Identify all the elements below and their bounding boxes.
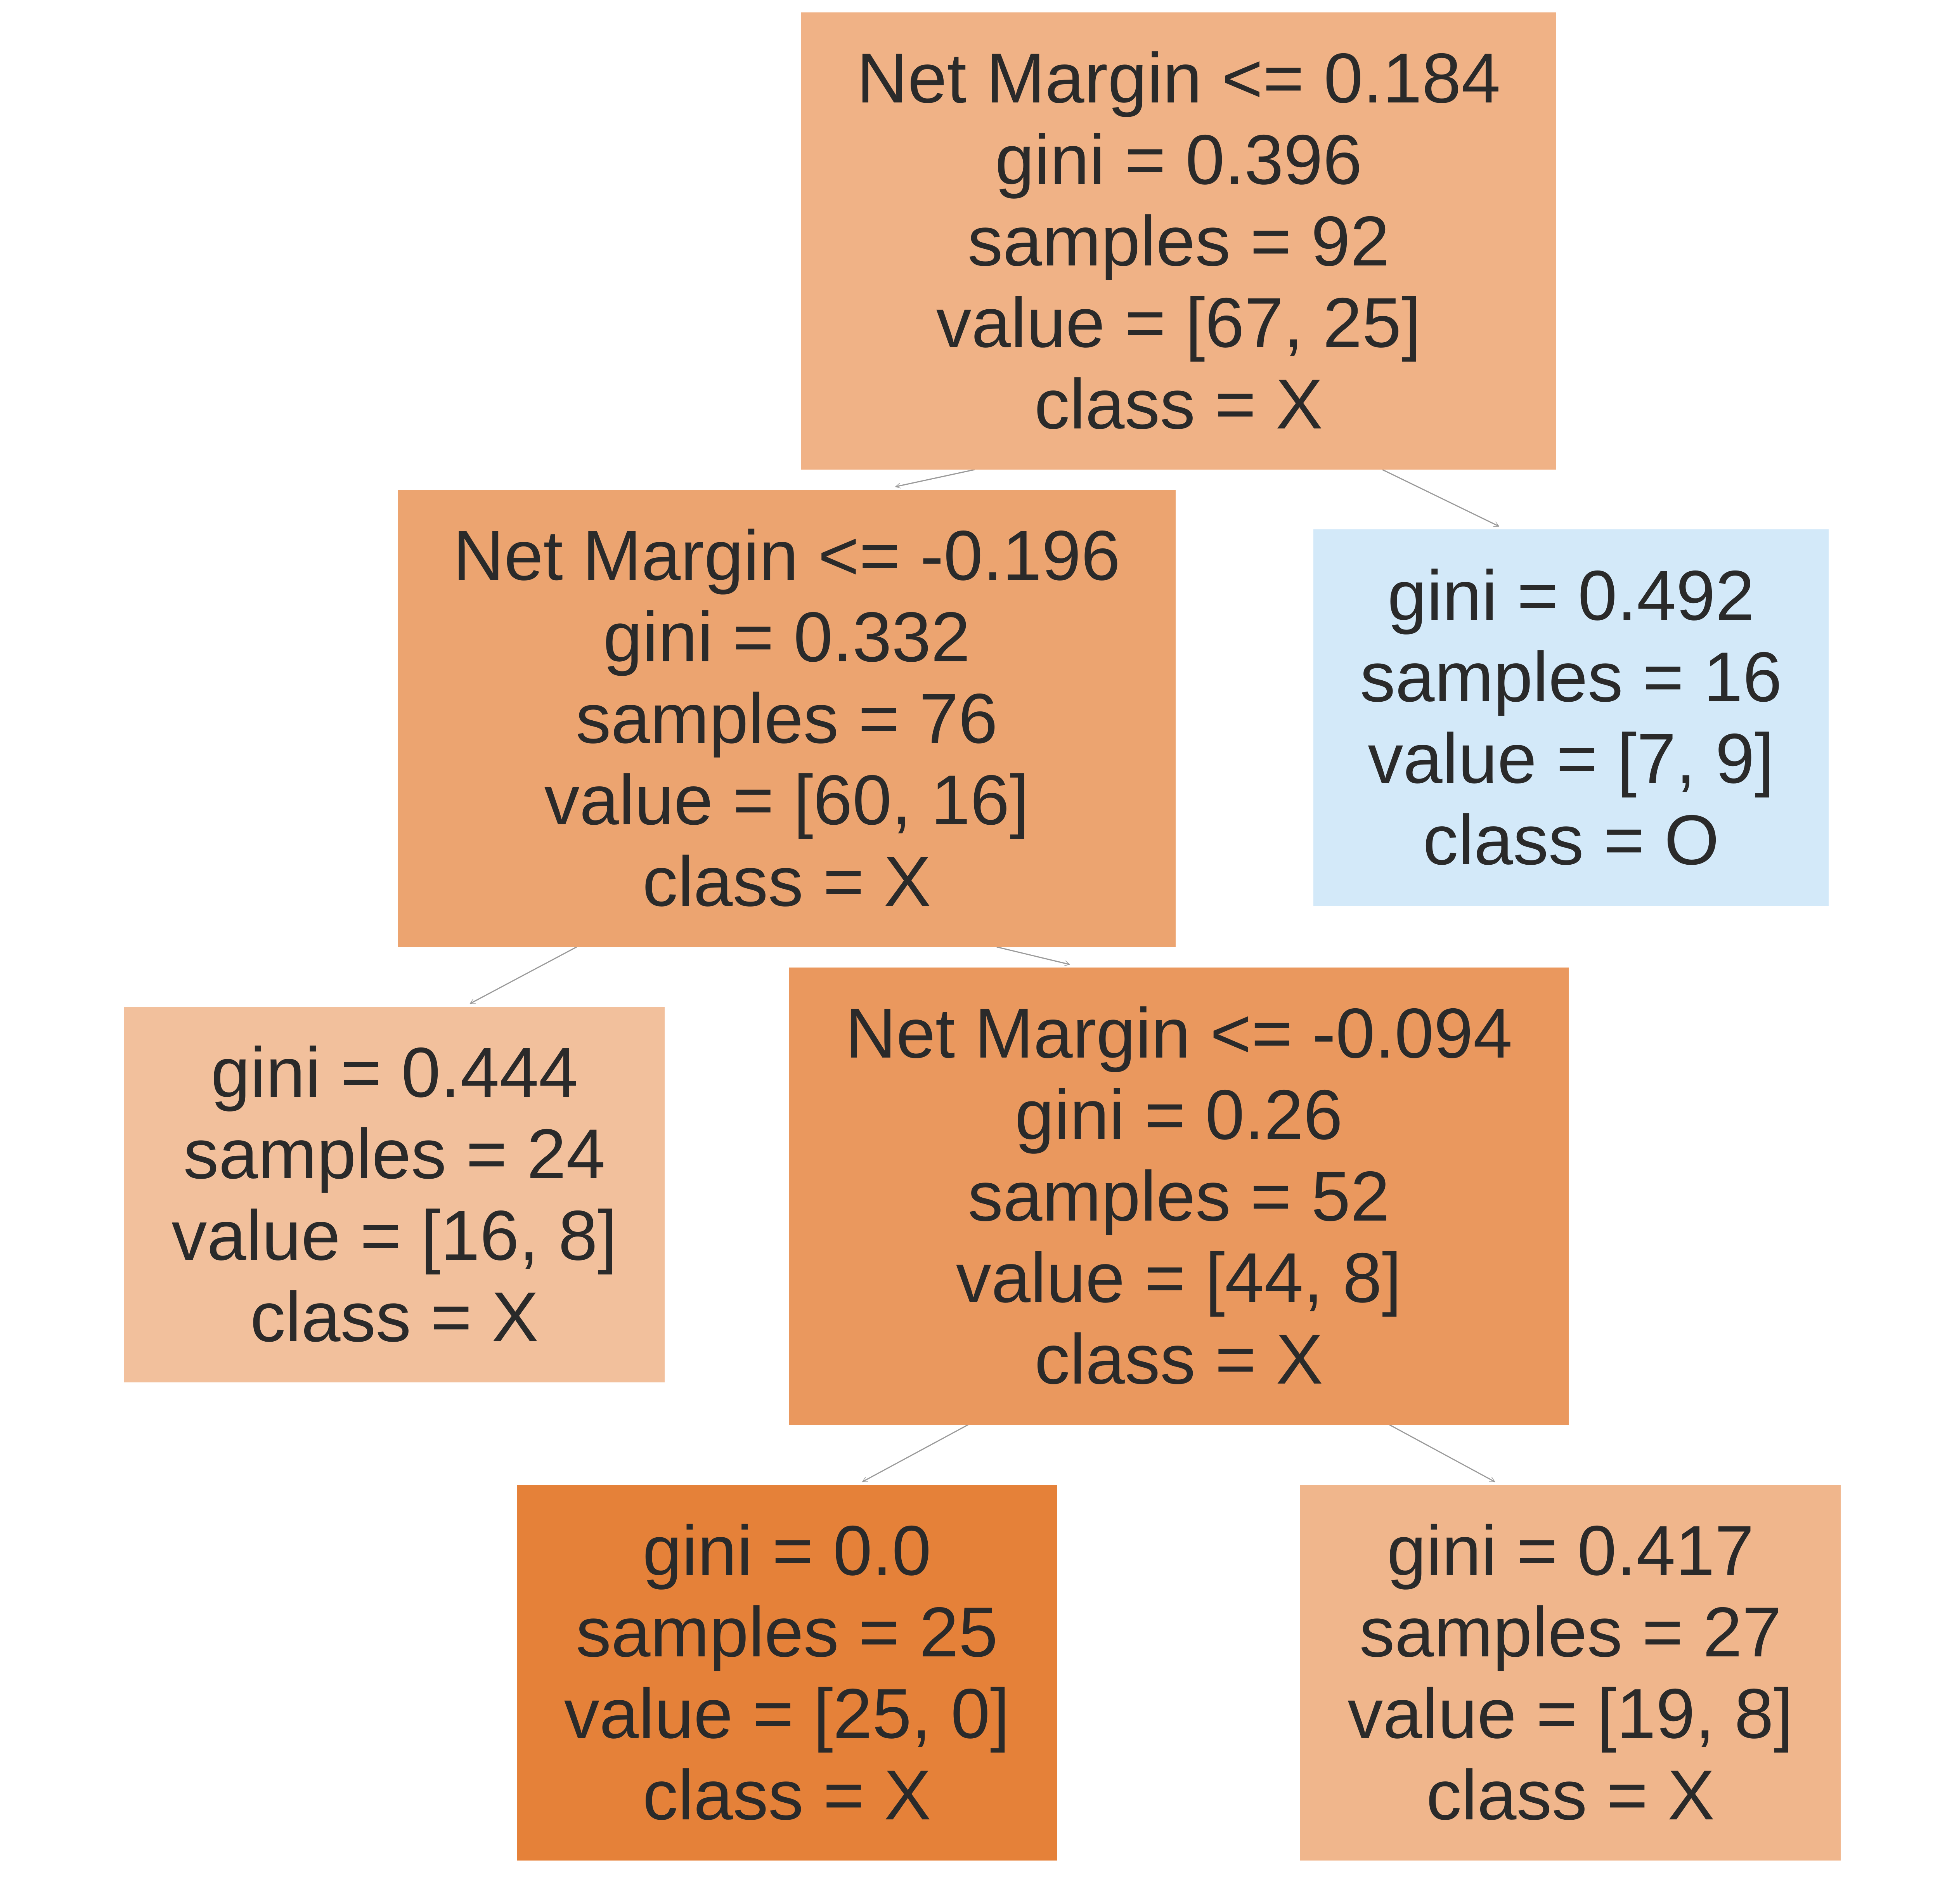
tree-edge-n0-n1 <box>896 469 975 487</box>
node-value: value = [25, 0] <box>564 1674 1010 1753</box>
node-class: class = X <box>642 842 931 921</box>
node-samples: samples = 92 <box>967 201 1390 281</box>
node-class: class = O <box>1423 800 1719 879</box>
node-gini: gini = 0.492 <box>1387 556 1755 635</box>
tree-edge-n3-n5 <box>1389 1424 1495 1483</box>
node-samples: samples = 27 <box>1359 1592 1782 1672</box>
node-gini: gini = 0.396 <box>995 120 1362 199</box>
tree-node-right-leaf: gini = 0.492 samples = 16 value = [7, 9]… <box>1313 529 1829 906</box>
node-split-rule: Net Margin <= -0.196 <box>453 516 1121 595</box>
tree-node-mixed-leaf: gini = 0.417 samples = 27 value = [19, 8… <box>1300 1485 1841 1861</box>
node-gini: gini = 0.417 <box>1387 1511 1754 1590</box>
tree-edge-n1-n3 <box>996 946 1070 964</box>
node-class: class = X <box>1034 364 1323 444</box>
node-samples: samples = 16 <box>1360 637 1782 716</box>
tree-node-root: Net Margin <= 0.184 gini = 0.396 samples… <box>801 12 1556 470</box>
tree-node-left: Net Margin <= -0.196 gini = 0.332 sample… <box>398 490 1176 947</box>
node-value: value = [60, 16] <box>544 760 1029 839</box>
node-gini: gini = 0.0 <box>643 1511 931 1590</box>
node-samples: samples = 52 <box>968 1157 1390 1236</box>
tree-edge-n3-n4 <box>863 1424 969 1483</box>
tree-node-left-right: Net Margin <= -0.094 gini = 0.26 samples… <box>789 968 1569 1425</box>
node-samples: samples = 76 <box>575 679 998 758</box>
node-gini: gini = 0.444 <box>211 1033 578 1112</box>
node-split-rule: Net Margin <= 0.184 <box>856 38 1501 118</box>
tree-edge-n0-n6 <box>1382 469 1499 526</box>
node-value: value = [67, 25] <box>936 283 1421 362</box>
node-value: value = [7, 9] <box>1368 719 1774 798</box>
node-value: value = [19, 8] <box>1348 1674 1793 1753</box>
node-value: value = [44, 8] <box>956 1238 1402 1317</box>
tree-node-pure-leaf: gini = 0.0 samples = 25 value = [25, 0] … <box>517 1485 1057 1861</box>
node-split-rule: Net Margin <= -0.094 <box>845 994 1512 1073</box>
node-gini: gini = 0.332 <box>603 597 970 676</box>
node-value: value = [16, 8] <box>171 1196 617 1275</box>
node-gini: gini = 0.26 <box>1015 1075 1343 1154</box>
node-class: class = X <box>1426 1755 1715 1835</box>
tree-edge-n1-n2 <box>470 946 577 1004</box>
tree-node-left-left-leaf: gini = 0.444 samples = 24 value = [16, 8… <box>124 1007 665 1382</box>
node-class: class = X <box>643 1755 931 1835</box>
node-class: class = X <box>1034 1320 1323 1399</box>
node-samples: samples = 24 <box>183 1114 606 1193</box>
node-samples: samples = 25 <box>576 1592 998 1672</box>
node-class: class = X <box>250 1277 539 1356</box>
